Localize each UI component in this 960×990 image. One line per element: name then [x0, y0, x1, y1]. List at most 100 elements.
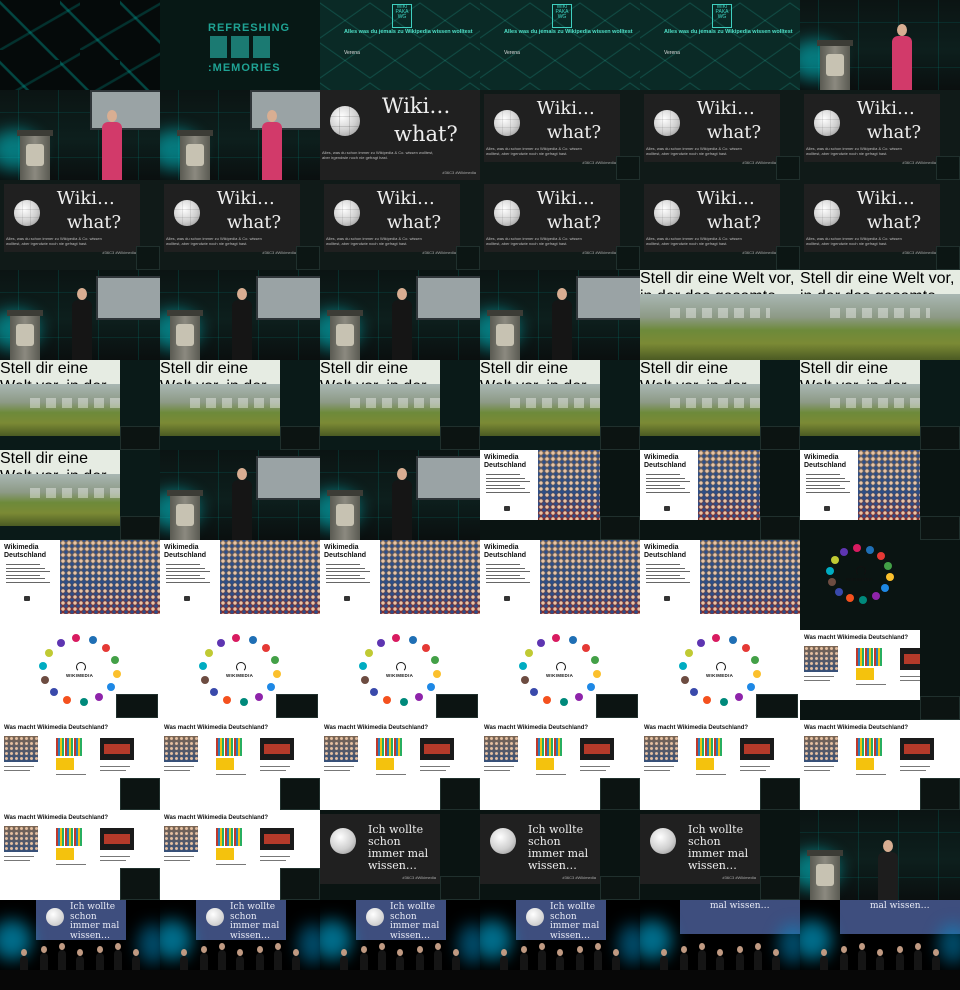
frame-thumbnail-finalWide[interactable]: mal wissen…: [640, 900, 800, 990]
frame-thumbnail-ichwollte[interactable]: Ich wollte schon immer mal wissen… #36C3 …: [640, 810, 800, 900]
frame-thumbnail-wasmacht[interactable]: Was macht Wikimedia Deutschland?: [320, 720, 480, 810]
frame-thumbnail-pattern[interactable]: [0, 0, 160, 90]
frame-thumbnail-final[interactable]: Ich wollte schon immer mal wissen…: [480, 900, 640, 990]
podium: [487, 310, 523, 360]
frame-thumbnail-wikiwhatBig[interactable]: Wiki… what? Alles, was du schon immer zu W…: [320, 90, 480, 180]
frame-thumbnail-wikipaka[interactable]: WIKI PAKA WG Alles was du jemals zu Wikip…: [640, 0, 800, 90]
frame-thumbnail-wmdeFull[interactable]: Wikimedia Deutschland: [160, 540, 320, 630]
crowd-photo: [380, 540, 480, 614]
screen-text: Ich wollte schon immer mal wissen…: [550, 902, 600, 941]
frame-thumbnail-wmde[interactable]: Wikimedia Deutschland: [640, 450, 800, 540]
frame-thumbnail-wmde[interactable]: Wikimedia Deutschland: [480, 450, 640, 540]
frame-thumbnail-wasmacht[interactable]: Was macht Wikimedia Deutschland?: [0, 810, 160, 900]
frame-thumbnail-wasmacht[interactable]: Was macht Wikimedia Deutschland?: [0, 720, 160, 810]
frame-thumbnail-stell[interactable]: Stell dir eine Welt vor, in der das gesa…: [640, 270, 800, 360]
frame-thumbnail-wikipaka[interactable]: WIKI PAKA WG Alles was du jemals zu Wikip…: [320, 0, 480, 90]
frame-thumbnail-wikiwhat[interactable]: Wiki… what? Alles, was du schon immer zu W…: [0, 180, 160, 270]
slide-title: Wikimedia Deutschland: [804, 454, 847, 469]
field-image: [800, 294, 960, 360]
wikipedia-globe-icon: [494, 110, 520, 136]
project-logo-icon: [415, 693, 424, 702]
person-figure: [256, 946, 264, 976]
frame-thumbnail-wikiwhat[interactable]: Wiki… what? Alles, was du schon immer zu W…: [160, 180, 320, 270]
talk-title: Alles was du jemals zu Wikipedia wissen …: [504, 29, 633, 35]
event-photo: [260, 828, 294, 850]
frame-thumbnail-final[interactable]: Ich wollte schon immer mal wissen…: [320, 900, 480, 990]
frame-thumbnail-ring[interactable]: WIKIMEDIA: [480, 630, 640, 720]
frame-thumbnail-stellb[interactable]: Stell dir eine Welt vor, in der das gesa…: [640, 360, 800, 450]
frame-thumbnail-wasmacht[interactable]: Was macht Wikimedia Deutschland?: [640, 720, 800, 810]
frame-thumbnail-final[interactable]: Ich wollte schon immer mal wissen…: [0, 900, 160, 990]
frame-thumbnail-wasmachtInset[interactable]: Was macht Wikimedia Deutschland?: [800, 630, 960, 720]
frame-thumbnail-wmdeFull[interactable]: Wikimedia Deutschland: [480, 540, 640, 630]
event-photo: [580, 738, 614, 760]
project-logo-icon: [525, 648, 534, 657]
frame-thumbnail-ring[interactable]: WIKIMEDIA: [160, 630, 320, 720]
wikimedia-label: WIKIMEDIA: [226, 673, 254, 678]
frame-thumbnail-finalWide[interactable]: mal wissen…: [800, 900, 960, 990]
frame-thumbnail-wikiwhat[interactable]: Wiki… what? Alles, was du schon immer zu W…: [640, 90, 800, 180]
frame-thumbnail-stellb[interactable]: Stell dir eine Welt vor, in der das gesa…: [800, 360, 960, 450]
frame-thumbnail-stellb[interactable]: Stell dir eine Welt vor, in der das gesa…: [480, 360, 640, 450]
frame-thumbnail-ringSmall[interactable]: WIKIMEDIA: [800, 540, 960, 630]
frame-thumbnail-wmde[interactable]: Wikimedia Deutschland: [800, 450, 960, 540]
frame-thumbnail-stellb[interactable]: Stell dir eine Welt vor, in der das gesa…: [160, 360, 320, 450]
frame-thumbnail-stageC[interactable]: [160, 450, 320, 540]
poster-graphic: [56, 848, 74, 860]
barcode-graphic: [216, 738, 242, 756]
slide-title: Was macht Wikimedia Deutschland?: [324, 725, 429, 731]
frame-thumbnail-stageC[interactable]: [320, 270, 480, 360]
wikipaka-logo-icon: WIKI PAKA WG: [392, 4, 412, 28]
frame-thumbnail-wasmacht[interactable]: Was macht Wikimedia Deutschland?: [160, 720, 320, 810]
frame-thumbnail-wikiwhat[interactable]: Wiki… what? Alles, was du schon immer zu W…: [800, 90, 960, 180]
crowd-photo: [804, 736, 838, 762]
frame-thumbnail-wikiwhat[interactable]: Wiki… what? Alles, was du schon immer zu W…: [480, 90, 640, 180]
frame-thumbnail-stellb[interactable]: Stell dir eine Welt vor, in der das gesa…: [0, 360, 160, 450]
frame-thumbnail-ichwollte[interactable]: Ich wollte schon immer mal wissen… #36C3 …: [320, 810, 480, 900]
barcode-graphic: [696, 738, 722, 756]
frame-thumbnail-stell[interactable]: Stell dir eine Welt vor, in der das gesa…: [800, 270, 960, 360]
frame-thumbnail-ichwollte[interactable]: Ich wollte schon immer mal wissen… #36C3 …: [480, 810, 640, 900]
frame-thumbnail-wmdeFull[interactable]: Wikimedia Deutschland: [640, 540, 800, 630]
frame-thumbnail-logo[interactable]: REFRESHING:MEMORIES: [160, 0, 320, 90]
frame-thumbnail-stellb[interactable]: Stell dir eine Welt vor, in der das gesa…: [320, 360, 480, 450]
frame-thumbnail-stageA[interactable]: [800, 0, 960, 90]
frame-thumbnail-ring[interactable]: WIKIMEDIA: [320, 630, 480, 720]
project-logo-icon: [679, 661, 688, 670]
frame-thumbnail-wikipaka[interactable]: WIKI PAKA WG Alles was du jemals zu Wikip…: [480, 0, 640, 90]
frame-thumbnail-wmdeFull[interactable]: Wikimedia Deutschland: [0, 540, 160, 630]
projection-screen: Ich wollte schon immer mal wissen…: [356, 900, 446, 940]
slide-title-line-1: Wiki…: [856, 98, 915, 119]
slide-title: Was macht Wikimedia Deutschland?: [4, 725, 109, 731]
frame-thumbnail-wmdeFull[interactable]: Wikimedia Deutschland: [320, 540, 480, 630]
frame-thumbnail-stageD[interactable]: [800, 810, 960, 900]
frame-thumbnail-ring[interactable]: WIKIMEDIA: [640, 630, 800, 720]
frame-thumbnail-wasmacht[interactable]: Was macht Wikimedia Deutschland?: [160, 810, 320, 900]
frame-thumbnail-stellb[interactable]: Stell dir eine Welt vor, in der das gesa…: [0, 450, 160, 540]
person-figure: [772, 949, 780, 976]
frame-thumbnail-stageC[interactable]: [480, 270, 640, 360]
frame-thumbnail-stageB[interactable]: [0, 90, 160, 180]
frame-thumbnail-final[interactable]: Ich wollte schon immer mal wissen…: [160, 900, 320, 990]
frame-thumbnail-wasmacht[interactable]: Was macht Wikimedia Deutschland?: [480, 720, 640, 810]
speaker-figure: [70, 288, 94, 360]
frame-thumbnail-stageC[interactable]: [160, 270, 320, 360]
frame-thumbnail-stageC[interactable]: [0, 270, 160, 360]
frame-thumbnail-wikiwhat[interactable]: Wiki… what? Alles, was du schon immer zu W…: [640, 180, 800, 270]
frame-thumbnail-wikiwhat[interactable]: Wiki… what? Alles, was du schon immer zu W…: [800, 180, 960, 270]
project-logo-icon: [827, 578, 836, 587]
frame-thumbnail-wasmacht[interactable]: Was macht Wikimedia Deutschland?: [800, 720, 960, 810]
frame-thumbnail-wikiwhat[interactable]: Wiki… what? Alles, was du schon immer zu W…: [480, 180, 640, 270]
frame-thumbnail-stageB[interactable]: [160, 90, 320, 180]
project-logo-icon: [248, 635, 257, 644]
frame-thumbnail-wikiwhat[interactable]: Wiki… what? Alles, was du schon immer zu W…: [320, 180, 480, 270]
crowd-photo: [858, 450, 920, 520]
frame-thumbnail-stageC[interactable]: [320, 450, 480, 540]
person-figure: [180, 949, 188, 976]
slide-title-line-2: what?: [386, 211, 442, 233]
person-figure: [896, 946, 904, 976]
frame-thumbnail-ring[interactable]: WIKIMEDIA: [0, 630, 160, 720]
project-logo-icon: [877, 551, 886, 560]
projection-screen: Ich wollte schon immer mal wissen…: [196, 900, 286, 940]
person-figure: [680, 946, 688, 976]
